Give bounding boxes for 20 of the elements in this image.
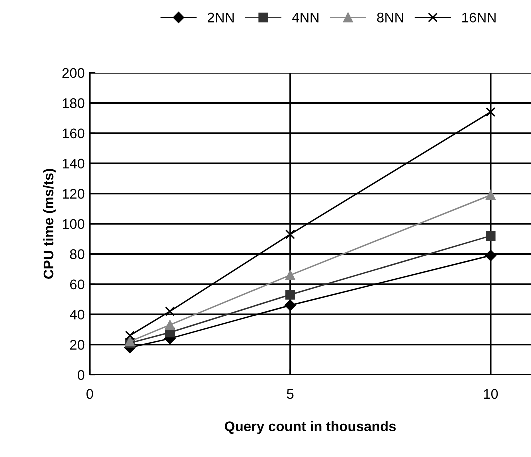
y-tick-label: 200 bbox=[62, 68, 85, 78]
legend-label: 8NN bbox=[377, 12, 404, 23]
x-tick-label: 5 bbox=[287, 389, 294, 400]
y-tick-label: 60 bbox=[70, 280, 85, 290]
y-tick-label: 160 bbox=[63, 128, 85, 139]
y-tick-label: 120 bbox=[63, 189, 85, 199]
legend-label: 2NN bbox=[208, 12, 234, 23]
y-tick-label: 100 bbox=[63, 219, 85, 230]
x-tick-label: 10 bbox=[484, 389, 498, 400]
y-tick-label: 20 bbox=[70, 340, 85, 350]
legend-label: 4NN bbox=[292, 13, 319, 23]
y-tick-label: 180 bbox=[63, 98, 85, 108]
y-tick-label: 140 bbox=[63, 158, 85, 169]
legend-label: 16NN bbox=[462, 12, 496, 23]
y-tick-label: 80 bbox=[70, 250, 85, 260]
y-axis-title: CPU time (ms/ts) bbox=[43, 169, 56, 279]
y-tick-label: 40 bbox=[70, 310, 85, 320]
y-tick-label: 0 bbox=[78, 370, 85, 380]
x-axis-title: Query count in thousands bbox=[225, 421, 396, 434]
x-tick-label: 0 bbox=[86, 389, 94, 400]
